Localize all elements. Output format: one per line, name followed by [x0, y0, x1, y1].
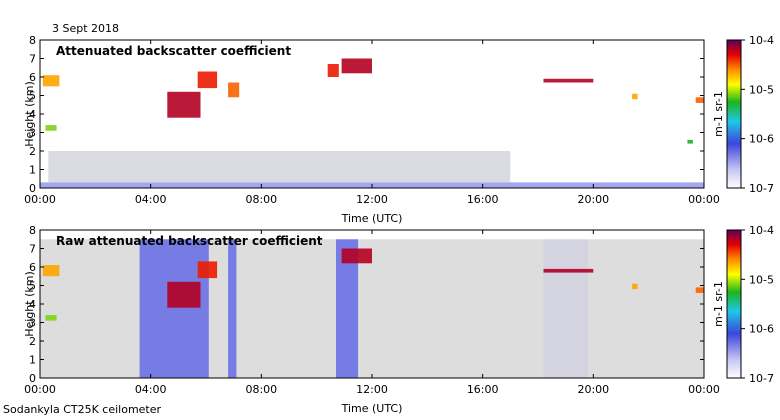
x-tick-label: 00:00: [24, 383, 56, 396]
colorbar-attenuated-bar: [726, 39, 742, 189]
feature-noise-column-7h: [228, 239, 237, 379]
x-tick-label: 12:00: [356, 383, 388, 396]
feature-morning-upper-cloud: [197, 71, 218, 89]
feature-evening-cloud: [543, 268, 594, 273]
colorbar-tick-label: 10-6: [749, 323, 774, 336]
x-tick-label: 08:00: [245, 383, 277, 396]
colorbar-tick-label: 10-7: [749, 182, 774, 195]
panel-attenuated-xlabel: Time (UTC): [341, 212, 403, 225]
y-tick-label: 0: [29, 372, 36, 385]
figure-date: 3 Sept 2018: [52, 22, 119, 35]
feature-morning-mid-level-cloud: [167, 281, 201, 308]
y-tick-label: 8: [29, 224, 36, 237]
feature-evening-noise-block: [543, 239, 588, 379]
panel-attenuated-ticks: 00:00 04:00 08:00 12:00 16:00 20:00 00:0001234…: [24, 34, 720, 206]
feature-early-low-cloud: [45, 315, 57, 321]
colorbar-tick-label: 10-5: [749, 83, 774, 96]
panel-attenuated-ylabel: Height (km): [23, 81, 36, 147]
y-tick-label: 2: [29, 145, 36, 158]
y-tick-label: 1: [29, 354, 36, 367]
colorbar-attenuated: 10-7 10-6 10-5 10-4 m-1 sr-1: [712, 34, 774, 195]
feature-late-morning-high-cloud: [341, 248, 372, 264]
colorbar-attenuated-label: m-1 sr-1: [712, 91, 725, 137]
feature-daytime-noise-block: [139, 239, 209, 379]
feature-noise-column-11h: [336, 239, 359, 379]
feature-early-low-cloud: [45, 125, 57, 131]
feature-cloud-23-4h: [687, 139, 693, 144]
y-tick-label: 4: [29, 298, 36, 311]
feature-cloud-23-8h: [695, 97, 704, 103]
panel-raw-ticks: 00:00 04:00 08:00 12:00 16:00 20:00 00:0001234…: [24, 224, 720, 396]
x-tick-label: 20:00: [577, 383, 609, 396]
panel-attenuated-title: Attenuated backscatter coefficient: [56, 44, 291, 58]
y-tick-label: 4: [29, 108, 36, 121]
feature-cloud-23-8h: [695, 287, 704, 293]
x-tick-label: 20:00: [577, 193, 609, 206]
y-tick-label: 5: [29, 280, 36, 293]
feature-cloud-21-5h: [632, 283, 638, 290]
x-tick-label: 08:00: [245, 193, 277, 206]
panel-raw-xlabel: Time (UTC): [341, 402, 403, 415]
y-tick-label: 8: [29, 34, 36, 47]
feature-cloud-21-5h: [632, 93, 638, 100]
feature-morning-cloud-7h: [228, 82, 240, 98]
x-tick-label: 16:00: [467, 193, 499, 206]
panel-raw-features: [40, 239, 704, 379]
x-tick-label: 00:00: [24, 193, 56, 206]
panel-raw-title: Raw attenuated backscatter coefficient: [56, 234, 323, 248]
y-tick-label: 1: [29, 164, 36, 177]
panel-attenuated: 00:00 04:00 08:00 12:00 16:00 20:00 00:0001234…: [23, 34, 720, 225]
y-tick-label: 7: [29, 243, 36, 256]
feature-early-mid-cloud: [42, 75, 60, 87]
y-tick-label: 6: [29, 71, 36, 84]
colorbar-tick-label: 10-4: [749, 224, 774, 237]
colorbar-raw-bar: [726, 229, 742, 379]
feature-morning-mid-level-cloud: [167, 91, 201, 118]
colorbar-raw-ticks: 10-7 10-6 10-5 10-4: [741, 224, 774, 385]
x-tick-label: 04:00: [135, 383, 167, 396]
y-tick-label: 0: [29, 182, 36, 195]
panel-raw-ylabel: Height (km): [23, 271, 36, 337]
y-tick-label: 7: [29, 53, 36, 66]
x-tick-label: 00:00: [688, 193, 720, 206]
y-tick-label: 5: [29, 90, 36, 103]
figure-footer: Sodankyla CT25K ceilometer: [3, 403, 162, 416]
colorbar-tick-label: 10-4: [749, 34, 774, 47]
y-tick-label: 3: [29, 127, 36, 140]
colorbar-raw: 10-7 10-6 10-5 10-4 m-1 sr-1: [712, 224, 774, 385]
x-tick-label: 04:00: [135, 193, 167, 206]
feature-evening-cloud: [543, 78, 594, 83]
colorbar-tick-label: 10-7: [749, 372, 774, 385]
x-tick-label: 00:00: [688, 383, 720, 396]
y-tick-label: 3: [29, 317, 36, 330]
feature-late-morning-cloud: [327, 64, 339, 77]
colorbar-attenuated-ticks: 10-7 10-6 10-5 10-4: [741, 34, 774, 195]
colorbar-tick-label: 10-5: [749, 273, 774, 286]
feature-early-mid-cloud: [42, 265, 60, 277]
panel-raw: 00:00 04:00 08:00 12:00 16:00 20:00 00:0001234…: [23, 224, 720, 415]
feature-low-aerosol-haze: [48, 151, 511, 183]
y-tick-label: 2: [29, 335, 36, 348]
feature-morning-upper-cloud: [197, 261, 218, 279]
colorbar-raw-label: m-1 sr-1: [712, 281, 725, 327]
x-tick-label: 16:00: [467, 383, 499, 396]
feature-late-morning-high-cloud: [341, 58, 372, 74]
x-tick-label: 12:00: [356, 193, 388, 206]
colorbar-tick-label: 10-6: [749, 133, 774, 146]
y-tick-label: 6: [29, 261, 36, 274]
